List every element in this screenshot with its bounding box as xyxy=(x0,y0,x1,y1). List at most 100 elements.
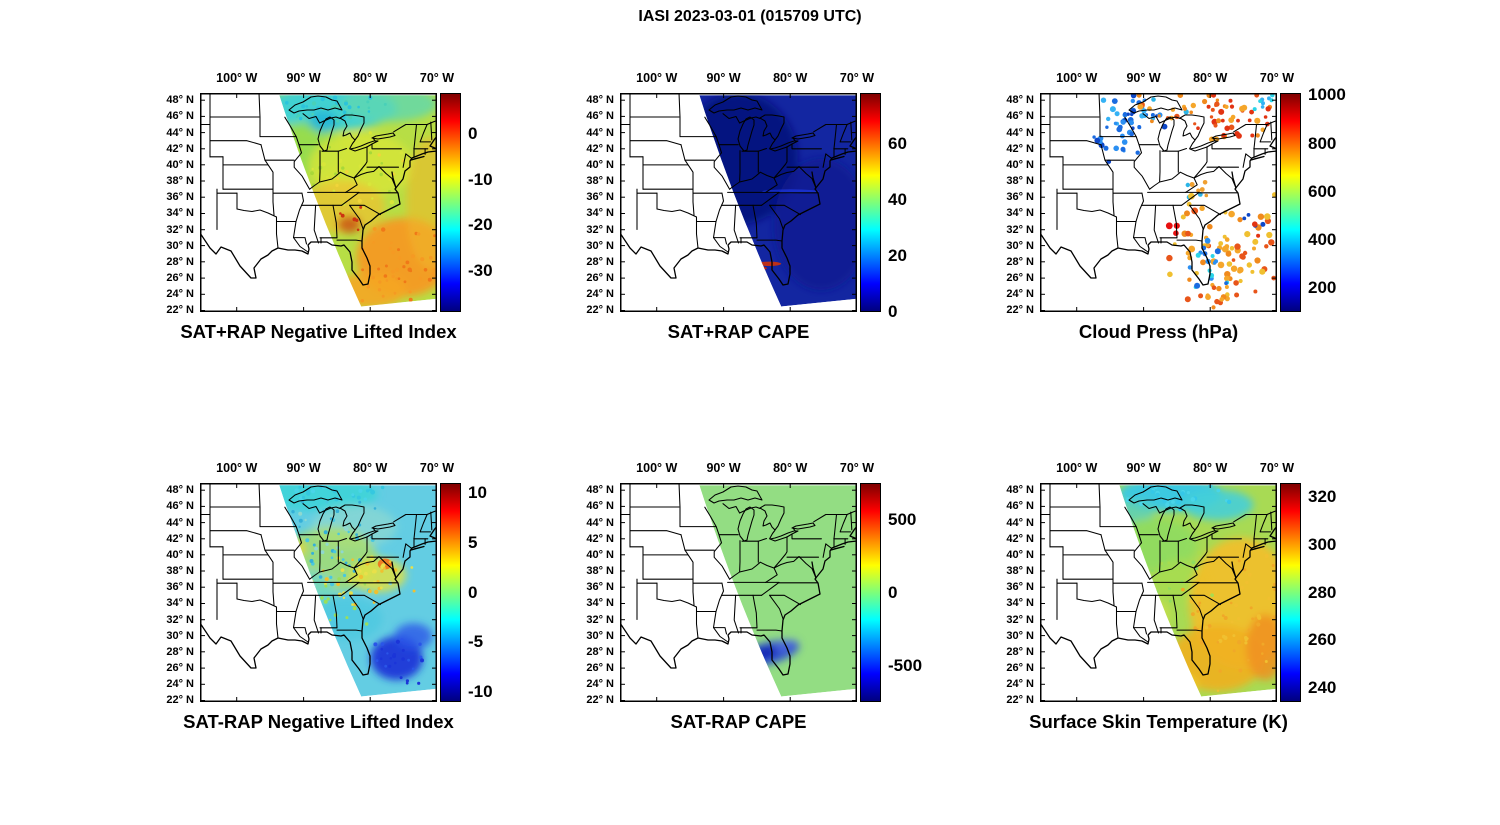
y-tick-label: 42° N xyxy=(586,142,614,155)
panel-title-sat-plus-rap-negative-lifted-index: SAT+RAP Negative Lifted Index xyxy=(180,321,457,342)
y-tick-label: 48° N xyxy=(586,484,614,497)
y-tick-label: 42° N xyxy=(586,532,614,545)
y-tick-label: 42° N xyxy=(166,532,194,545)
data-swath-overlay xyxy=(279,485,436,697)
colorbar-tick-label: 0 xyxy=(468,582,478,602)
x-tick-label: 90° W xyxy=(286,461,321,475)
x-tick-label: 90° W xyxy=(1126,71,1161,85)
x-tick-label: 80° W xyxy=(353,461,388,475)
y-tick-label: 38° N xyxy=(1006,565,1034,578)
x-tick-label: 100° W xyxy=(636,461,678,475)
colorbar-cloud-press xyxy=(1280,93,1301,312)
y-tick-label: 44° N xyxy=(1006,126,1034,139)
y-tick-label: 22° N xyxy=(166,304,194,317)
x-tick-label: 70° W xyxy=(839,461,875,475)
y-tick-label: 44° N xyxy=(586,516,614,529)
x-tick-label: 80° W xyxy=(1193,461,1228,475)
y-tick-label: 34° N xyxy=(166,207,194,220)
x-tick-label: 90° W xyxy=(706,461,741,475)
colorbar-tick-label: 0 xyxy=(468,124,478,144)
colorbar-tick-label: 60 xyxy=(888,133,907,153)
y-tick-label: 24° N xyxy=(166,288,194,301)
colorbar-tick-label: 800 xyxy=(1308,133,1337,153)
y-tick-label: 26° N xyxy=(166,662,194,675)
y-tick-label: 38° N xyxy=(166,175,194,188)
x-tick-label: 100° W xyxy=(1056,461,1098,475)
map-plot-sat-plus-rap-negative-lifted-index xyxy=(200,93,437,312)
colorbar-tick-label: 240 xyxy=(1308,677,1337,697)
colorbar-tick-label: 40 xyxy=(888,189,907,209)
y-tick-label: 48° N xyxy=(1006,484,1034,497)
y-tick-label: 30° N xyxy=(1006,629,1034,642)
y-tick-label: 36° N xyxy=(166,191,194,204)
y-tick-label: 28° N xyxy=(166,255,194,268)
y-tick-label: 22° N xyxy=(1006,304,1034,317)
y-tick-label: 34° N xyxy=(1006,597,1034,610)
x-tick-label: 80° W xyxy=(353,71,388,85)
colorbar-tick-label: 200 xyxy=(1308,277,1337,297)
y-tick-label: 46° N xyxy=(1006,500,1034,513)
y-tick-label: 40° N xyxy=(586,158,614,171)
y-tick-label: 22° N xyxy=(586,694,614,707)
map-plot-surface-skin-temperature xyxy=(1040,483,1277,702)
y-tick-label: 30° N xyxy=(166,629,194,642)
colorbar-tick-label: -20 xyxy=(468,215,493,235)
y-tick-label: 36° N xyxy=(586,191,614,204)
panel-title-sat-minus-rap-cape: SAT-RAP CAPE xyxy=(670,711,807,732)
y-tick-label: 38° N xyxy=(1006,175,1034,188)
y-tick-label: 36° N xyxy=(1006,191,1034,204)
colorbar-tick-label: -5 xyxy=(468,632,484,652)
y-tick-label: 44° N xyxy=(166,126,194,139)
colorbar-sat-plus-rap-negative-lifted-index xyxy=(440,93,461,312)
y-tick-label: 24° N xyxy=(586,288,614,301)
x-tick-label: 70° W xyxy=(1259,71,1295,85)
x-tick-label: 90° W xyxy=(286,71,321,85)
y-tick-label: 48° N xyxy=(1006,94,1034,107)
colorbar-tick-label: 5 xyxy=(468,532,478,552)
y-tick-label: 28° N xyxy=(586,645,614,658)
colorbar-tick-label: 260 xyxy=(1308,630,1337,650)
y-tick-label: 30° N xyxy=(586,239,614,252)
y-tick-label: 34° N xyxy=(586,207,614,220)
y-tick-label: 40° N xyxy=(166,158,194,171)
y-tick-label: 46° N xyxy=(166,110,194,123)
y-tick-label: 48° N xyxy=(586,94,614,107)
colorbar-tick-label: 600 xyxy=(1308,181,1337,201)
x-tick-label: 70° W xyxy=(419,71,455,85)
figure-title: IASI 2023-03-01 (015709 UTC) xyxy=(638,8,862,25)
y-tick-label: 48° N xyxy=(166,484,194,497)
x-tick-label: 70° W xyxy=(419,461,455,475)
data-swath-overlay xyxy=(1119,485,1276,697)
y-tick-label: 26° N xyxy=(586,662,614,675)
y-tick-label: 42° N xyxy=(166,142,194,155)
colorbar-tick-label: -500 xyxy=(888,655,923,675)
y-tick-label: 34° N xyxy=(586,597,614,610)
colorbar-sat-plus-rap-cape xyxy=(860,93,881,312)
y-tick-label: 24° N xyxy=(166,678,194,691)
y-tick-label: 38° N xyxy=(586,565,614,578)
y-tick-label: 26° N xyxy=(1006,662,1034,675)
y-tick-label: 44° N xyxy=(586,126,614,139)
y-tick-label: 32° N xyxy=(586,223,614,236)
x-tick-label: 70° W xyxy=(839,71,875,85)
colorbar-tick-label: 10 xyxy=(468,482,487,502)
y-tick-label: 24° N xyxy=(1006,288,1034,301)
panel-title-sat-plus-rap-cape: SAT+RAP CAPE xyxy=(667,321,810,342)
map-plot-sat-plus-rap-cape xyxy=(620,93,857,312)
y-tick-label: 46° N xyxy=(586,110,614,123)
y-tick-label: 22° N xyxy=(586,304,614,317)
y-tick-label: 36° N xyxy=(166,581,194,594)
y-tick-label: 34° N xyxy=(166,597,194,610)
x-tick-label: 100° W xyxy=(216,71,258,85)
y-tick-label: 40° N xyxy=(586,548,614,561)
y-tick-label: 40° N xyxy=(1006,548,1034,561)
y-tick-label: 36° N xyxy=(586,581,614,594)
y-tick-label: 44° N xyxy=(1006,516,1034,529)
x-tick-label: 80° W xyxy=(773,461,808,475)
x-tick-label: 90° W xyxy=(1126,461,1161,475)
y-tick-label: 24° N xyxy=(586,678,614,691)
y-tick-label: 32° N xyxy=(586,613,614,626)
y-tick-label: 32° N xyxy=(166,613,194,626)
y-tick-label: 24° N xyxy=(1006,678,1034,691)
